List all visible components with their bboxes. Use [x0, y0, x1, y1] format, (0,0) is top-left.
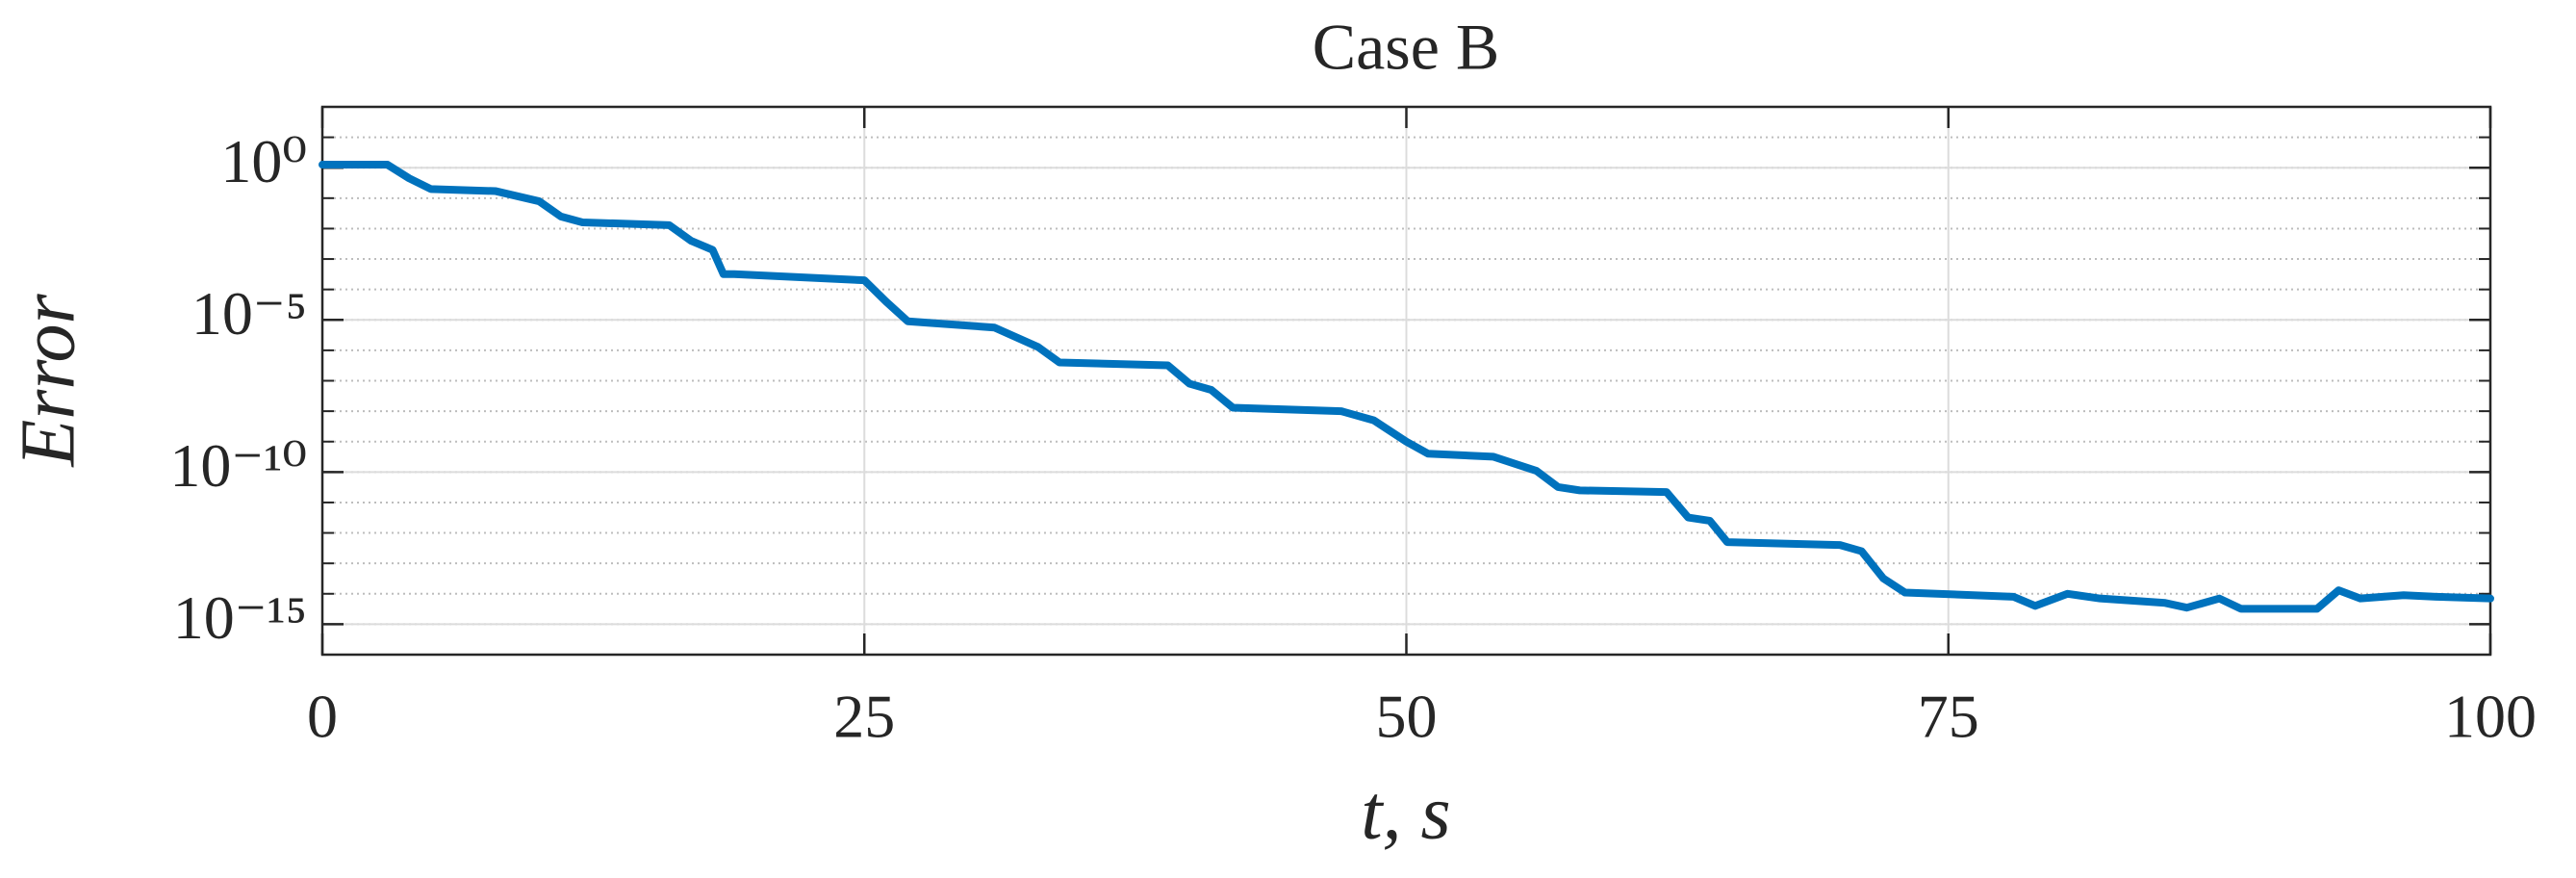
- x-tick-label: 100: [2444, 683, 2537, 751]
- y-tick-label: 10⁰: [220, 127, 307, 195]
- x-tick-label: 50: [1376, 683, 1438, 751]
- data-line: [319, 161, 2494, 613]
- x-tick-label: 0: [307, 683, 338, 751]
- chart-title: Case B: [1313, 11, 1500, 84]
- x-tick-label: 25: [833, 683, 895, 751]
- x-tick-label: 75: [1918, 683, 1979, 751]
- plot-frame: [320, 105, 2492, 657]
- x-axis-label: t, s: [1361, 770, 1450, 855]
- y-tick-label: 10⁻¹⁵: [173, 583, 307, 652]
- y-tick-label: 10⁻⁵: [191, 279, 307, 348]
- y-tick-label: 10⁻¹⁰: [169, 431, 307, 500]
- y-axis-label: Error: [6, 293, 90, 467]
